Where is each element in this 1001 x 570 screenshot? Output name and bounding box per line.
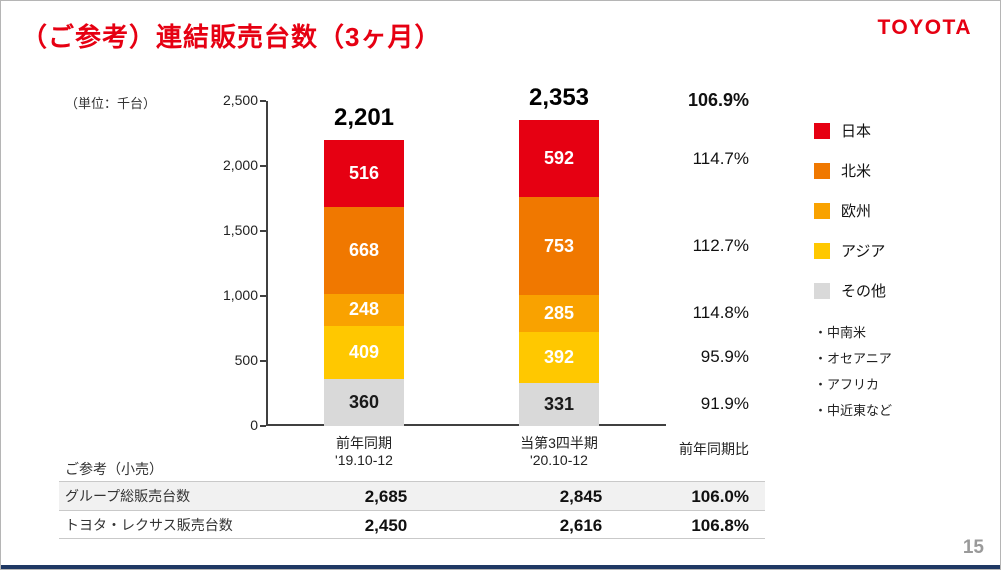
- segment-yoy-label-北米: 112.7%: [692, 236, 749, 255]
- legend-swatch: [814, 202, 830, 219]
- stacked-bar-1: 516 668 248 409 360: [324, 139, 404, 426]
- total-yoy-label: 106.9%: [687, 90, 749, 111]
- legend-note: ・中南米: [814, 325, 867, 340]
- category-label-line: 当第3四半期: [520, 435, 598, 451]
- legend-note: ・オセアニア: [814, 351, 892, 366]
- y-axis-tick-mark: [260, 165, 266, 167]
- bar-segment-欧州: 248: [324, 293, 404, 326]
- y-axis-tick-mark: [260, 360, 266, 362]
- legend-item-日本: 日本: [814, 120, 989, 141]
- segment-value-label: 285: [543, 302, 575, 323]
- bar-segment-日本: 516: [324, 139, 404, 207]
- y-axis-tick-mark: [260, 295, 266, 297]
- table-row: グループ総販売台数 2,685 2,845 106.0%: [59, 481, 765, 510]
- legend-item-欧州: 欧州: [814, 200, 989, 221]
- toyota-logo: TOYOTA: [877, 16, 972, 39]
- legend-item-アジア: アジア: [814, 240, 989, 261]
- table-row-label: トヨタ・レクサス販売台数: [65, 517, 233, 533]
- category-label-line: '19.10-12: [335, 452, 393, 468]
- y-axis-tick-label: 1,500: [222, 222, 258, 238]
- y-axis-tick-mark: [260, 100, 266, 102]
- legend-label: アジア: [841, 243, 886, 260]
- y-axis-tick-label: 0: [250, 417, 258, 433]
- bar-segment-その他: 360: [324, 379, 404, 426]
- legend-label: 欧州: [841, 203, 872, 220]
- bar-total-label: 2,201: [333, 103, 395, 131]
- category-label-line: 前年同期: [336, 435, 392, 451]
- segment-value-label: 409: [348, 342, 380, 363]
- table-cell-value: 2,845: [559, 487, 603, 506]
- chart-legend: 日本北米欧州アジアその他・中南米・オセアニア ・アフリカ・中近東など: [814, 120, 989, 424]
- stacked-bar-2: 592 753 285 392 331: [519, 120, 599, 426]
- legend-note: ・アフリカ: [814, 377, 880, 392]
- retail-note: ご参考（小売）: [65, 461, 163, 477]
- bar-segment-北米: 668: [324, 206, 404, 294]
- unit-label: （単位：千台）: [65, 96, 157, 111]
- segment-value-label: 248: [348, 299, 380, 320]
- yoy-column-header: 前年同期比: [679, 441, 749, 457]
- legend-label: その他: [841, 283, 887, 300]
- y-axis-tick-label: 500: [234, 352, 258, 368]
- y-axis-tick-mark: [260, 425, 266, 427]
- table-cell-value: 106.8%: [691, 516, 749, 535]
- x-axis-category-label: 当第3四半期 '20.10-12: [479, 435, 639, 469]
- legend-note: ・中近東など: [814, 403, 893, 418]
- legend-swatch: [814, 242, 830, 259]
- y-axis-tick-label: 1,000: [222, 287, 258, 303]
- legend-swatch: [814, 282, 830, 299]
- legend-label: 北米: [841, 163, 872, 180]
- bar-segment-その他: 331: [519, 382, 599, 426]
- legend-item-北米: 北米: [814, 160, 989, 181]
- legend-label: 日本: [841, 123, 872, 140]
- bottom-strip: [1, 565, 1000, 569]
- legend-swatch: [814, 162, 830, 179]
- y-axis-tick-label: 2,500: [222, 92, 258, 108]
- table-row: トヨタ・レクサス販売台数 2,450 2,616 106.8%: [59, 510, 765, 539]
- legend-notes: ・中南米・オセアニア ・アフリカ・中近東など: [814, 320, 989, 424]
- bar-segment-欧州: 285: [519, 294, 599, 332]
- segment-yoy-label-欧州: 114.8%: [692, 303, 749, 323]
- table-cell-value: 2,685: [364, 487, 408, 506]
- segment-yoy-label-日本: 114.7%: [692, 148, 749, 168]
- segment-yoy-label-その他: 91.9%: [700, 394, 749, 414]
- segment-value-label: 331: [543, 393, 575, 414]
- bar-segment-アジア: 409: [324, 326, 404, 380]
- table-cell-value: 2,616: [559, 516, 603, 535]
- segment-value-label: 360: [348, 392, 380, 413]
- segment-yoy-label-アジア: 95.9%: [700, 347, 749, 367]
- segment-value-label: 392: [543, 346, 575, 367]
- legend-swatch: [814, 122, 830, 139]
- segment-value-label: 753: [543, 235, 575, 256]
- table-cell-value: 106.0%: [691, 487, 749, 506]
- segment-value-label: 516: [348, 162, 380, 183]
- bar-segment-北米: 753: [519, 197, 599, 295]
- bar-segment-アジア: 392: [519, 331, 599, 383]
- bar-total-label: 2,353: [528, 84, 590, 112]
- y-axis-tick-label: 2,000: [222, 157, 258, 173]
- page-title: （ご参考）連結販売台数（3ヶ月）: [21, 22, 442, 52]
- segment-value-label: 592: [543, 148, 575, 169]
- bar-segment-日本: 592: [519, 120, 599, 198]
- legend-item-その他: その他: [814, 280, 989, 301]
- segment-value-label: 668: [348, 239, 380, 260]
- table-row-label: グループ総販売台数: [65, 488, 191, 504]
- category-label-line: '20.10-12: [530, 452, 588, 468]
- y-axis-tick-mark: [260, 230, 266, 232]
- page-number: 15: [962, 537, 984, 558]
- x-axis-category-label: 前年同期 '19.10-12: [284, 435, 444, 469]
- chart-plot-area: [266, 101, 666, 426]
- table-cell-value: 2,450: [364, 516, 408, 535]
